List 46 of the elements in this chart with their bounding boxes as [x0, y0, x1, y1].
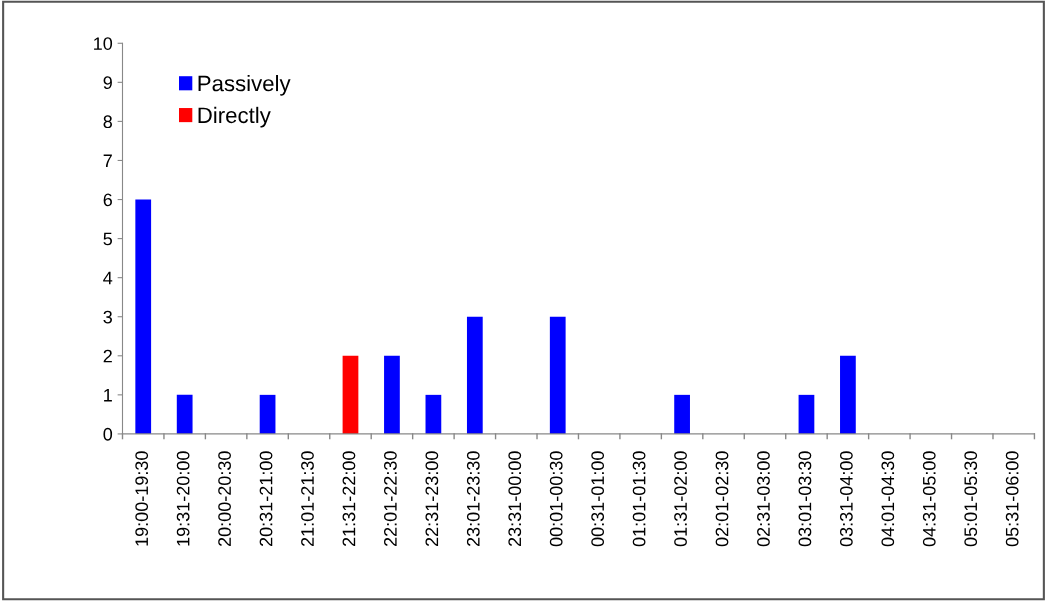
y-tick-label: 3 — [103, 310, 112, 324]
x-tick-label: 21:01-21:30 — [301, 451, 314, 547]
bar — [259, 394, 276, 434]
x-tick-label: 00:31-01:00 — [591, 451, 605, 547]
x-tick-label: 04:31-05:00 — [922, 451, 936, 547]
y-tick-label: 4 — [103, 271, 113, 285]
bar — [840, 355, 856, 434]
y-tick-label: 8 — [103, 115, 112, 129]
x-tick-label: 05:31-06:00 — [1005, 451, 1019, 547]
x-tick-label: 22:31-23:00 — [425, 451, 439, 547]
y-tick-label: 9 — [103, 76, 112, 90]
x-tick-label: 20:31-21:00 — [259, 451, 273, 547]
y-tick-label: 6 — [103, 193, 112, 207]
x-tick-label: 22:01-22:30 — [384, 451, 397, 547]
bar — [342, 355, 359, 434]
bar — [466, 316, 483, 434]
bar — [384, 355, 400, 434]
legend-label: Passively — [198, 74, 291, 96]
x-tick-label: 02:31-03:00 — [757, 451, 770, 547]
x-tick-label: 19:00-19:30 — [135, 451, 149, 546]
y-tick-label: 10 — [94, 37, 113, 50]
legend-label: Directly — [198, 106, 271, 128]
bar — [135, 199, 152, 434]
bar — [425, 394, 442, 434]
x-tick-label: 03:01-03:30 — [798, 451, 812, 547]
y-tick-label: 5 — [103, 232, 113, 246]
x-tick-label: 19:31-20:00 — [176, 451, 190, 546]
bar — [549, 316, 566, 434]
x-tick-label: 21:31-22:00 — [342, 451, 356, 547]
bar — [798, 394, 815, 434]
x-tick-label: 01:01-01:30 — [632, 451, 646, 547]
bar — [674, 394, 690, 434]
bar — [176, 394, 193, 434]
y-tick-label: 7 — [103, 154, 112, 168]
y-tick-label: 2 — [103, 349, 112, 363]
x-tick-label: 04:01-04:30 — [881, 451, 895, 547]
x-tick-label: 01:31-02:00 — [674, 451, 687, 547]
x-tick-label: 23:01-23:30 — [466, 451, 480, 547]
x-tick-label: 02:01-02:30 — [715, 451, 729, 547]
y-tick-label: 0 — [103, 427, 113, 441]
x-tick-label: 20:00-20:30 — [218, 451, 231, 547]
y-tick-label: 1 — [104, 388, 112, 402]
x-tick-label: 00:01-00:30 — [549, 451, 563, 547]
x-tick-label: 05:01-05:30 — [964, 451, 978, 547]
x-tick-label: 23:31-00:00 — [508, 451, 522, 547]
x-tick-label: 03:31-04:00 — [839, 451, 853, 547]
